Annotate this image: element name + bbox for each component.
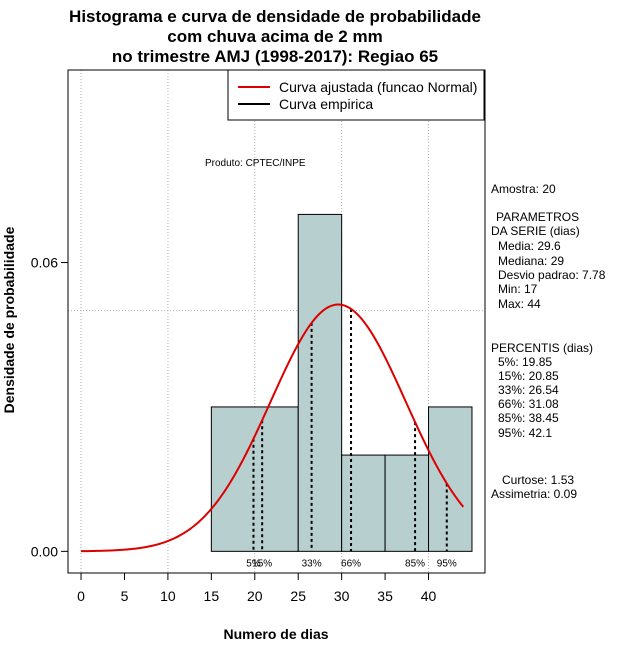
stat-desvio: Desvio padrao: 7.78	[498, 268, 606, 282]
stat-param-title-2: DA SERIE (dias)	[491, 224, 580, 238]
x-tick-label-40: 40	[421, 588, 437, 604]
x-tick-label-10: 10	[160, 588, 176, 604]
percentile-label-5: 95%	[437, 558, 457, 569]
percentile-label-0: 5%	[246, 558, 261, 569]
x-axis-label: Numero de dias	[223, 626, 328, 642]
histogram-bar-0	[210, 406, 299, 552]
x-tick-label-20: 20	[247, 588, 263, 604]
histogram-bar-3	[384, 454, 430, 552]
x-tick-label-30: 30	[334, 588, 350, 604]
stat-amostra: Amostra: 20	[491, 182, 556, 196]
x-tick-label-5: 5	[121, 588, 129, 604]
stat-p85: 85%: 38.45	[498, 411, 559, 425]
histogram-bar-1	[297, 213, 343, 552]
chart-title: Histograma e curva de densidade de proba…	[69, 7, 481, 66]
y-axis-label: Densidade de probabilidade	[1, 226, 17, 413]
percentile-label-2: 33%	[302, 558, 322, 569]
stat-max: Max: 44	[498, 297, 541, 311]
x-tick-label-0: 0	[77, 588, 85, 604]
y-axis: 0.00 0.06	[31, 255, 69, 559]
y-tick-label-1: 0.06	[31, 255, 58, 271]
legend: Curva ajustada (funcao Normal) Curva emp…	[227, 69, 485, 121]
percentile-lines	[252, 308, 448, 552]
x-axis: 0 5 10 15 20 25 30 35 40	[77, 572, 437, 604]
x-tick-label-15: 15	[204, 588, 220, 604]
stats-panel: Amostra: 20 PARAMETROS DA SERIE (dias) M…	[491, 182, 606, 501]
stat-p15: 15%: 20.85	[498, 369, 559, 383]
stat-curtose: Curtose: 1.53	[502, 473, 574, 487]
stat-param-title-1: PARAMETROS	[496, 210, 579, 224]
legend-label-empirical: Curva empirica	[279, 96, 373, 112]
percentile-labels: 5%15% 33% 66% 85% 95%	[246, 558, 457, 569]
percentile-label-1: 15%	[252, 558, 272, 569]
y-tick-label-0: 0.00	[31, 543, 58, 559]
x-tick-label-35: 35	[377, 588, 393, 604]
stat-media: Media: 29.6	[498, 239, 561, 253]
title-line-1: Histograma e curva de densidade de proba…	[69, 7, 481, 26]
title-line-2: com chuva acima de 2 mm	[167, 27, 382, 46]
histogram-bar-2	[341, 454, 386, 552]
percentile-label-3: 66%	[341, 558, 361, 569]
title-line-3: no trimestre AMJ (1998-2017): Regiao 65	[112, 47, 438, 66]
percentile-label-4: 85%	[405, 558, 425, 569]
stat-p95: 95%: 42.1	[498, 426, 552, 440]
histogram-bars	[210, 213, 473, 552]
stat-p33: 33%: 26.54	[498, 383, 559, 397]
stat-percentis-title: PERCENTIS (dias)	[491, 341, 593, 355]
legend-label-fitted: Curva ajustada (funcao Normal)	[279, 79, 477, 95]
stat-p66: 66%: 31.08	[498, 397, 559, 411]
x-tick-label-25: 25	[290, 588, 306, 604]
product-credit: Produto: CPTEC/INPE	[205, 158, 306, 169]
stat-mediana: Mediana: 29	[498, 254, 564, 268]
stat-p5: 5%: 19.85	[498, 355, 552, 369]
stat-assimetria: Assimetria: 0.09	[491, 487, 577, 501]
fitted-normal-curve	[81, 303, 465, 553]
stat-min: Min: 17	[498, 282, 538, 296]
histogram-bar-4	[428, 406, 473, 552]
legend-box	[227, 69, 485, 121]
